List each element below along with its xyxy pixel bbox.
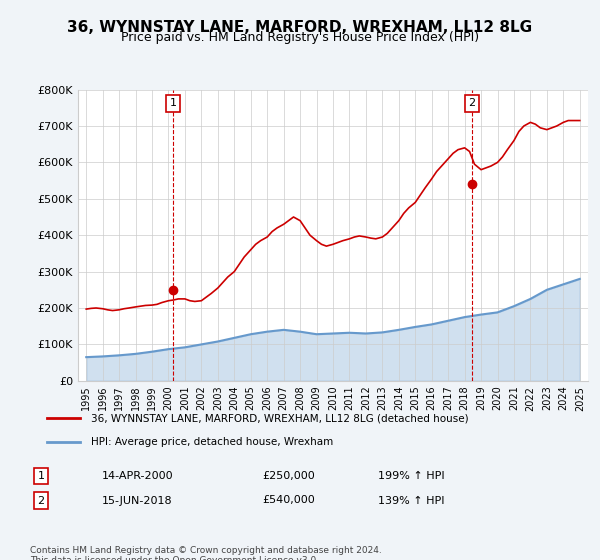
Text: 139% ↑ HPI: 139% ↑ HPI [378,496,444,506]
Text: Price paid vs. HM Land Registry's House Price Index (HPI): Price paid vs. HM Land Registry's House … [121,31,479,44]
Text: 1: 1 [38,471,44,481]
Text: Contains HM Land Registry data © Crown copyright and database right 2024.
This d: Contains HM Land Registry data © Crown c… [30,546,382,560]
Text: 14-APR-2000: 14-APR-2000 [102,471,173,481]
Text: £540,000: £540,000 [262,496,314,506]
Text: 36, WYNNSTAY LANE, MARFORD, WREXHAM, LL12 8LG (detached house): 36, WYNNSTAY LANE, MARFORD, WREXHAM, LL1… [91,413,469,423]
Text: 2: 2 [469,99,476,108]
Text: HPI: Average price, detached house, Wrexham: HPI: Average price, detached house, Wrex… [91,436,333,446]
Text: 15-JUN-2018: 15-JUN-2018 [102,496,172,506]
Text: 199% ↑ HPI: 199% ↑ HPI [378,471,445,481]
Text: £250,000: £250,000 [262,471,314,481]
Text: 2: 2 [37,496,44,506]
Text: 36, WYNNSTAY LANE, MARFORD, WREXHAM, LL12 8LG: 36, WYNNSTAY LANE, MARFORD, WREXHAM, LL1… [67,20,533,35]
Text: 1: 1 [170,99,177,108]
